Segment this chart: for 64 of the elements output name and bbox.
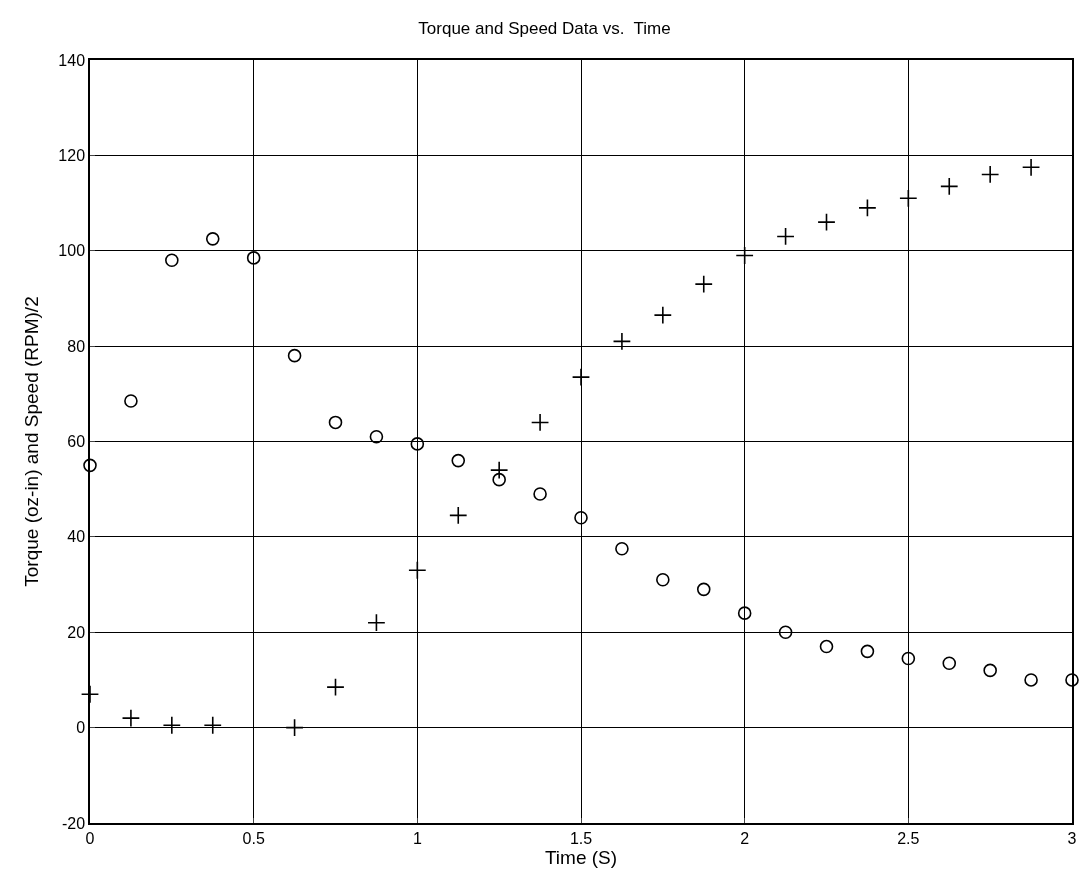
- point: [983, 663, 997, 678]
- point: [817, 212, 836, 232]
- y-tick-label: 40: [67, 528, 86, 546]
- point: [574, 511, 588, 525]
- point: [533, 487, 547, 501]
- point: [530, 413, 550, 432]
- y-axis-title: Torque (oz-in) and Speed (RPM)/2: [20, 296, 42, 587]
- point: [860, 644, 875, 659]
- point: [285, 718, 304, 737]
- chart-title: Torque and Speed Data vs. Time: [418, 19, 671, 39]
- y-tick-label: 60: [67, 433, 86, 451]
- point: [326, 677, 345, 697]
- point: [1065, 673, 1079, 687]
- y-tick-label: 140: [58, 51, 86, 69]
- y-tick-label: 120: [58, 146, 86, 164]
- point: [408, 561, 427, 580]
- y-tick-label: 0: [76, 719, 86, 737]
- x-tick-label: 0.5: [242, 829, 265, 847]
- x-axis-title: Time (S): [544, 846, 618, 868]
- point: [449, 506, 468, 525]
- point: [940, 177, 959, 196]
- point: [778, 625, 793, 640]
- x-tick-label: 1.5: [569, 829, 593, 847]
- point: [410, 437, 425, 451]
- point: [696, 582, 711, 597]
- point: [656, 572, 670, 587]
- x-tick-label: 2: [740, 829, 750, 847]
- point: [1021, 158, 1041, 177]
- y-tick-label: -20: [61, 814, 86, 832]
- point: [162, 716, 182, 735]
- point: [367, 613, 386, 632]
- point: [615, 542, 629, 556]
- point: [942, 656, 957, 671]
- point: [165, 253, 179, 268]
- point: [287, 348, 302, 363]
- point: [653, 305, 673, 325]
- x-tick-label: 3: [1067, 829, 1077, 847]
- point: [246, 251, 261, 265]
- point: [901, 651, 916, 666]
- x-tick-label: 1: [412, 829, 422, 847]
- point: [694, 274, 713, 294]
- point: [737, 606, 752, 620]
- x-tick-label: 2.5: [897, 829, 920, 847]
- point: [492, 472, 506, 487]
- point: [819, 639, 834, 654]
- y-tick-label: 80: [67, 337, 86, 355]
- point: [489, 460, 509, 480]
- point: [899, 189, 918, 208]
- y-tick-label: 100: [58, 242, 86, 260]
- point: [1024, 673, 1038, 687]
- point: [735, 246, 754, 265]
- point: [83, 458, 97, 473]
- point: [205, 232, 220, 246]
- point: [451, 453, 466, 468]
- point: [369, 429, 384, 444]
- point: [203, 716, 222, 735]
- point: [612, 332, 632, 351]
- point: [124, 394, 138, 408]
- y-tick-label: 20: [67, 623, 86, 641]
- point: [328, 415, 343, 430]
- point: [121, 708, 141, 728]
- point: [776, 227, 795, 246]
- point: [980, 165, 1000, 184]
- point: [858, 198, 877, 218]
